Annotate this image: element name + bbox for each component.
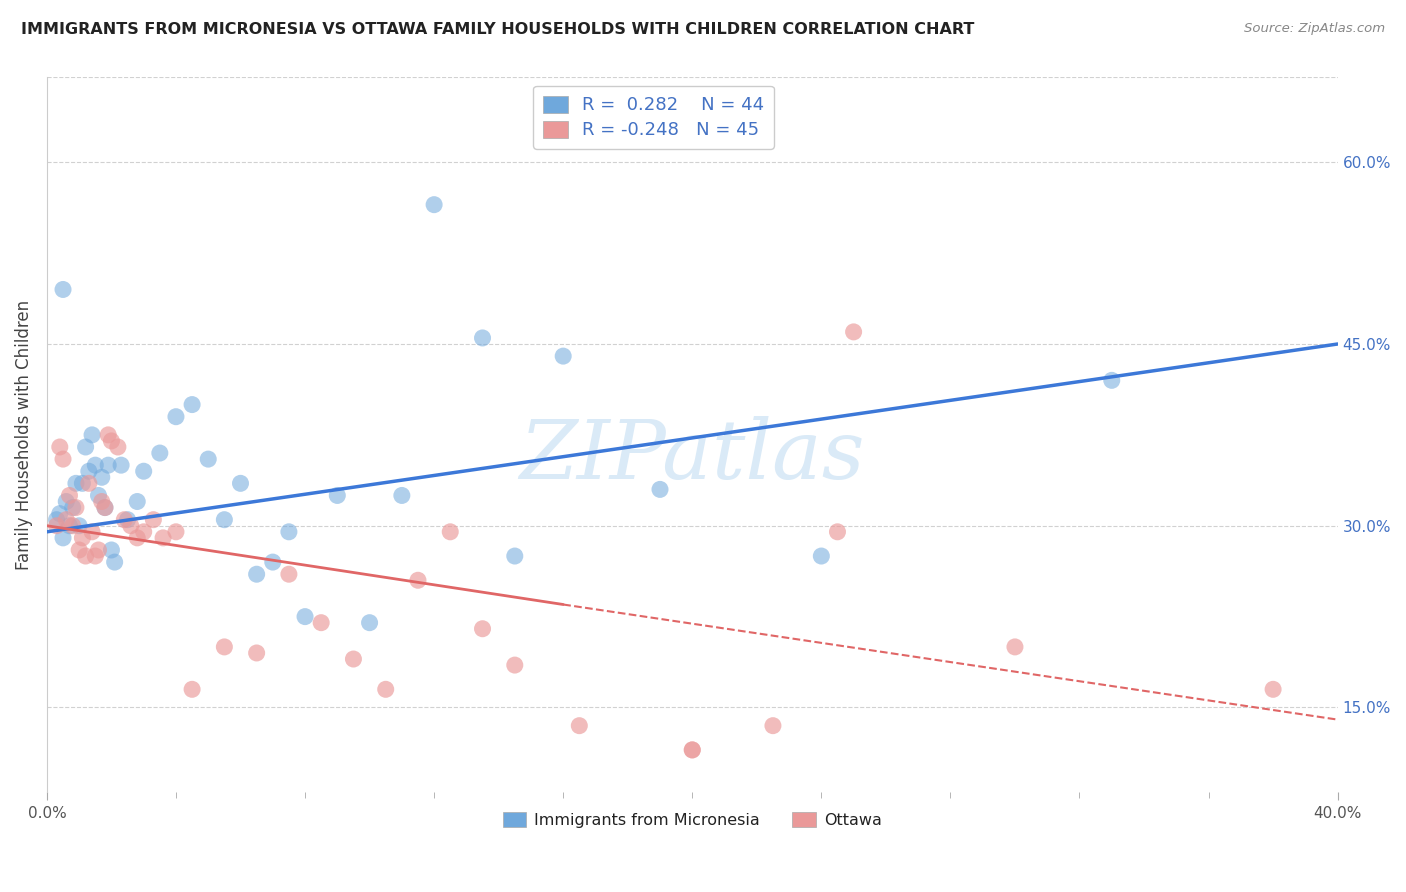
Text: ZIPatlas: ZIPatlas <box>519 417 865 496</box>
Point <box>90 470 112 484</box>
Point <box>45 518 67 533</box>
Point <box>94 500 117 515</box>
Point <box>142 513 165 527</box>
Point <box>262 555 284 569</box>
Point <box>342 652 364 666</box>
Point <box>77 476 100 491</box>
Point <box>77 464 100 478</box>
Point <box>132 524 155 539</box>
Point <box>197 452 219 467</box>
Y-axis label: Family Households with Children: Family Households with Children <box>15 300 32 570</box>
Point <box>374 682 396 697</box>
Point <box>62 500 84 515</box>
Point <box>49 507 72 521</box>
Point <box>120 518 142 533</box>
Point <box>84 458 107 472</box>
Point <box>65 476 87 491</box>
Point <box>1101 373 1123 387</box>
Legend: Immigrants from Micronesia, Ottawa: Immigrants from Micronesia, Ottawa <box>496 806 889 834</box>
Point <box>97 428 120 442</box>
Point <box>90 494 112 508</box>
Point <box>112 513 135 527</box>
Point <box>52 531 75 545</box>
Point <box>97 458 120 472</box>
Point <box>326 488 349 502</box>
Text: Source: ZipAtlas.com: Source: ZipAtlas.com <box>1244 22 1385 36</box>
Point <box>49 440 72 454</box>
Point <box>439 524 461 539</box>
Text: IMMIGRANTS FROM MICRONESIA VS OTTAWA FAMILY HOUSEHOLDS WITH CHILDREN CORRELATION: IMMIGRANTS FROM MICRONESIA VS OTTAWA FAM… <box>21 22 974 37</box>
Point <box>84 549 107 563</box>
Point <box>648 483 671 497</box>
Point <box>246 567 269 582</box>
Point <box>181 398 204 412</box>
Point <box>681 743 703 757</box>
Point <box>104 555 127 569</box>
Point <box>67 518 90 533</box>
Point <box>127 494 149 508</box>
Point <box>52 452 75 467</box>
Point <box>80 428 103 442</box>
Point <box>65 500 87 515</box>
Point <box>165 409 187 424</box>
Point <box>75 549 97 563</box>
Point <box>87 488 110 502</box>
Point <box>568 719 591 733</box>
Point <box>100 434 122 448</box>
Point <box>359 615 381 630</box>
Point <box>55 494 77 508</box>
Point <box>681 743 703 757</box>
Point <box>100 543 122 558</box>
Point <box>471 622 494 636</box>
Point <box>67 543 90 558</box>
Point <box>127 531 149 545</box>
Point <box>246 646 269 660</box>
Point <box>87 543 110 558</box>
Point <box>827 524 849 539</box>
Point <box>107 440 129 454</box>
Point <box>165 524 187 539</box>
Point <box>294 609 316 624</box>
Point <box>810 549 832 563</box>
Point <box>58 518 80 533</box>
Point <box>1261 682 1284 697</box>
Point <box>72 476 94 491</box>
Point <box>503 549 526 563</box>
Point <box>80 524 103 539</box>
Point <box>471 331 494 345</box>
Point <box>110 458 132 472</box>
Point <box>45 513 67 527</box>
Point <box>277 524 299 539</box>
Point <box>149 446 172 460</box>
Point <box>94 500 117 515</box>
Point <box>423 197 446 211</box>
Point <box>181 682 204 697</box>
Point <box>1004 640 1026 654</box>
Point <box>72 531 94 545</box>
Point <box>277 567 299 582</box>
Point <box>762 719 785 733</box>
Point <box>132 464 155 478</box>
Point <box>62 518 84 533</box>
Point <box>214 513 236 527</box>
Point <box>406 574 429 588</box>
Point <box>55 513 77 527</box>
Point <box>309 615 332 630</box>
Point <box>117 513 139 527</box>
Point <box>214 640 236 654</box>
Point <box>842 325 865 339</box>
Point <box>503 658 526 673</box>
Point <box>152 531 174 545</box>
Point <box>391 488 413 502</box>
Point <box>52 283 75 297</box>
Point <box>553 349 575 363</box>
Point <box>58 488 80 502</box>
Point <box>229 476 252 491</box>
Point <box>75 440 97 454</box>
